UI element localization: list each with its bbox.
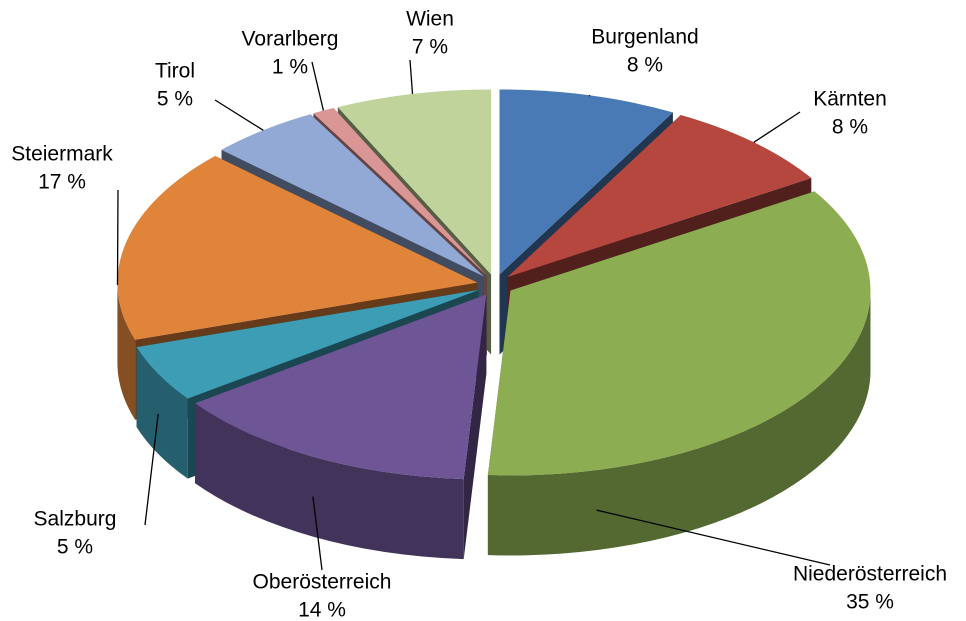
- label-value: 8 %: [627, 54, 663, 77]
- slice-top: [117, 156, 478, 340]
- label-value: 1 %: [272, 56, 308, 79]
- label-name: Tirol: [155, 60, 195, 83]
- slice-wall: [487, 290, 871, 556]
- slice-top: [313, 108, 487, 276]
- leader-line: [312, 496, 323, 571]
- label-name: Kärnten: [813, 88, 887, 111]
- slice-top: [195, 294, 487, 480]
- slice-wall: [195, 403, 464, 560]
- label-value: 5 %: [57, 536, 93, 559]
- slice-top: [499, 89, 673, 275]
- slice: [487, 191, 871, 556]
- slice-top: [507, 115, 812, 278]
- label-name: Steiermark: [11, 143, 113, 166]
- leader-line: [214, 99, 264, 131]
- slice-top: [136, 289, 479, 399]
- leader-line: [409, 59, 414, 94]
- label-value: 35 %: [846, 591, 894, 614]
- label-name: Burgenland: [591, 26, 698, 49]
- label-value: 7 %: [412, 36, 448, 59]
- label-name: Oberösterreich: [253, 571, 392, 594]
- slice-top: [487, 191, 871, 476]
- leader-line: [116, 189, 119, 285]
- leader-line: [588, 94, 591, 97]
- leader-line: [311, 61, 325, 111]
- label-value: 17 %: [38, 171, 86, 194]
- label-name: Vorarlberg: [242, 28, 339, 51]
- slice-wall: [136, 347, 188, 479]
- label-name: Wien: [406, 8, 454, 31]
- label-value: 8 %: [832, 116, 868, 139]
- slice: [195, 294, 487, 560]
- slice-wall: [117, 282, 136, 420]
- slice-top: [221, 114, 484, 277]
- label-name: Salzburg: [34, 508, 117, 531]
- label-value: 5 %: [157, 88, 193, 111]
- slice-side: [136, 289, 479, 428]
- leader-line: [144, 413, 159, 526]
- leader-line: [753, 111, 801, 143]
- leader-line: [596, 509, 831, 566]
- slice-top: [337, 89, 492, 275]
- label-name: Niederösterreich: [793, 563, 947, 586]
- label-value: 14 %: [298, 599, 346, 621]
